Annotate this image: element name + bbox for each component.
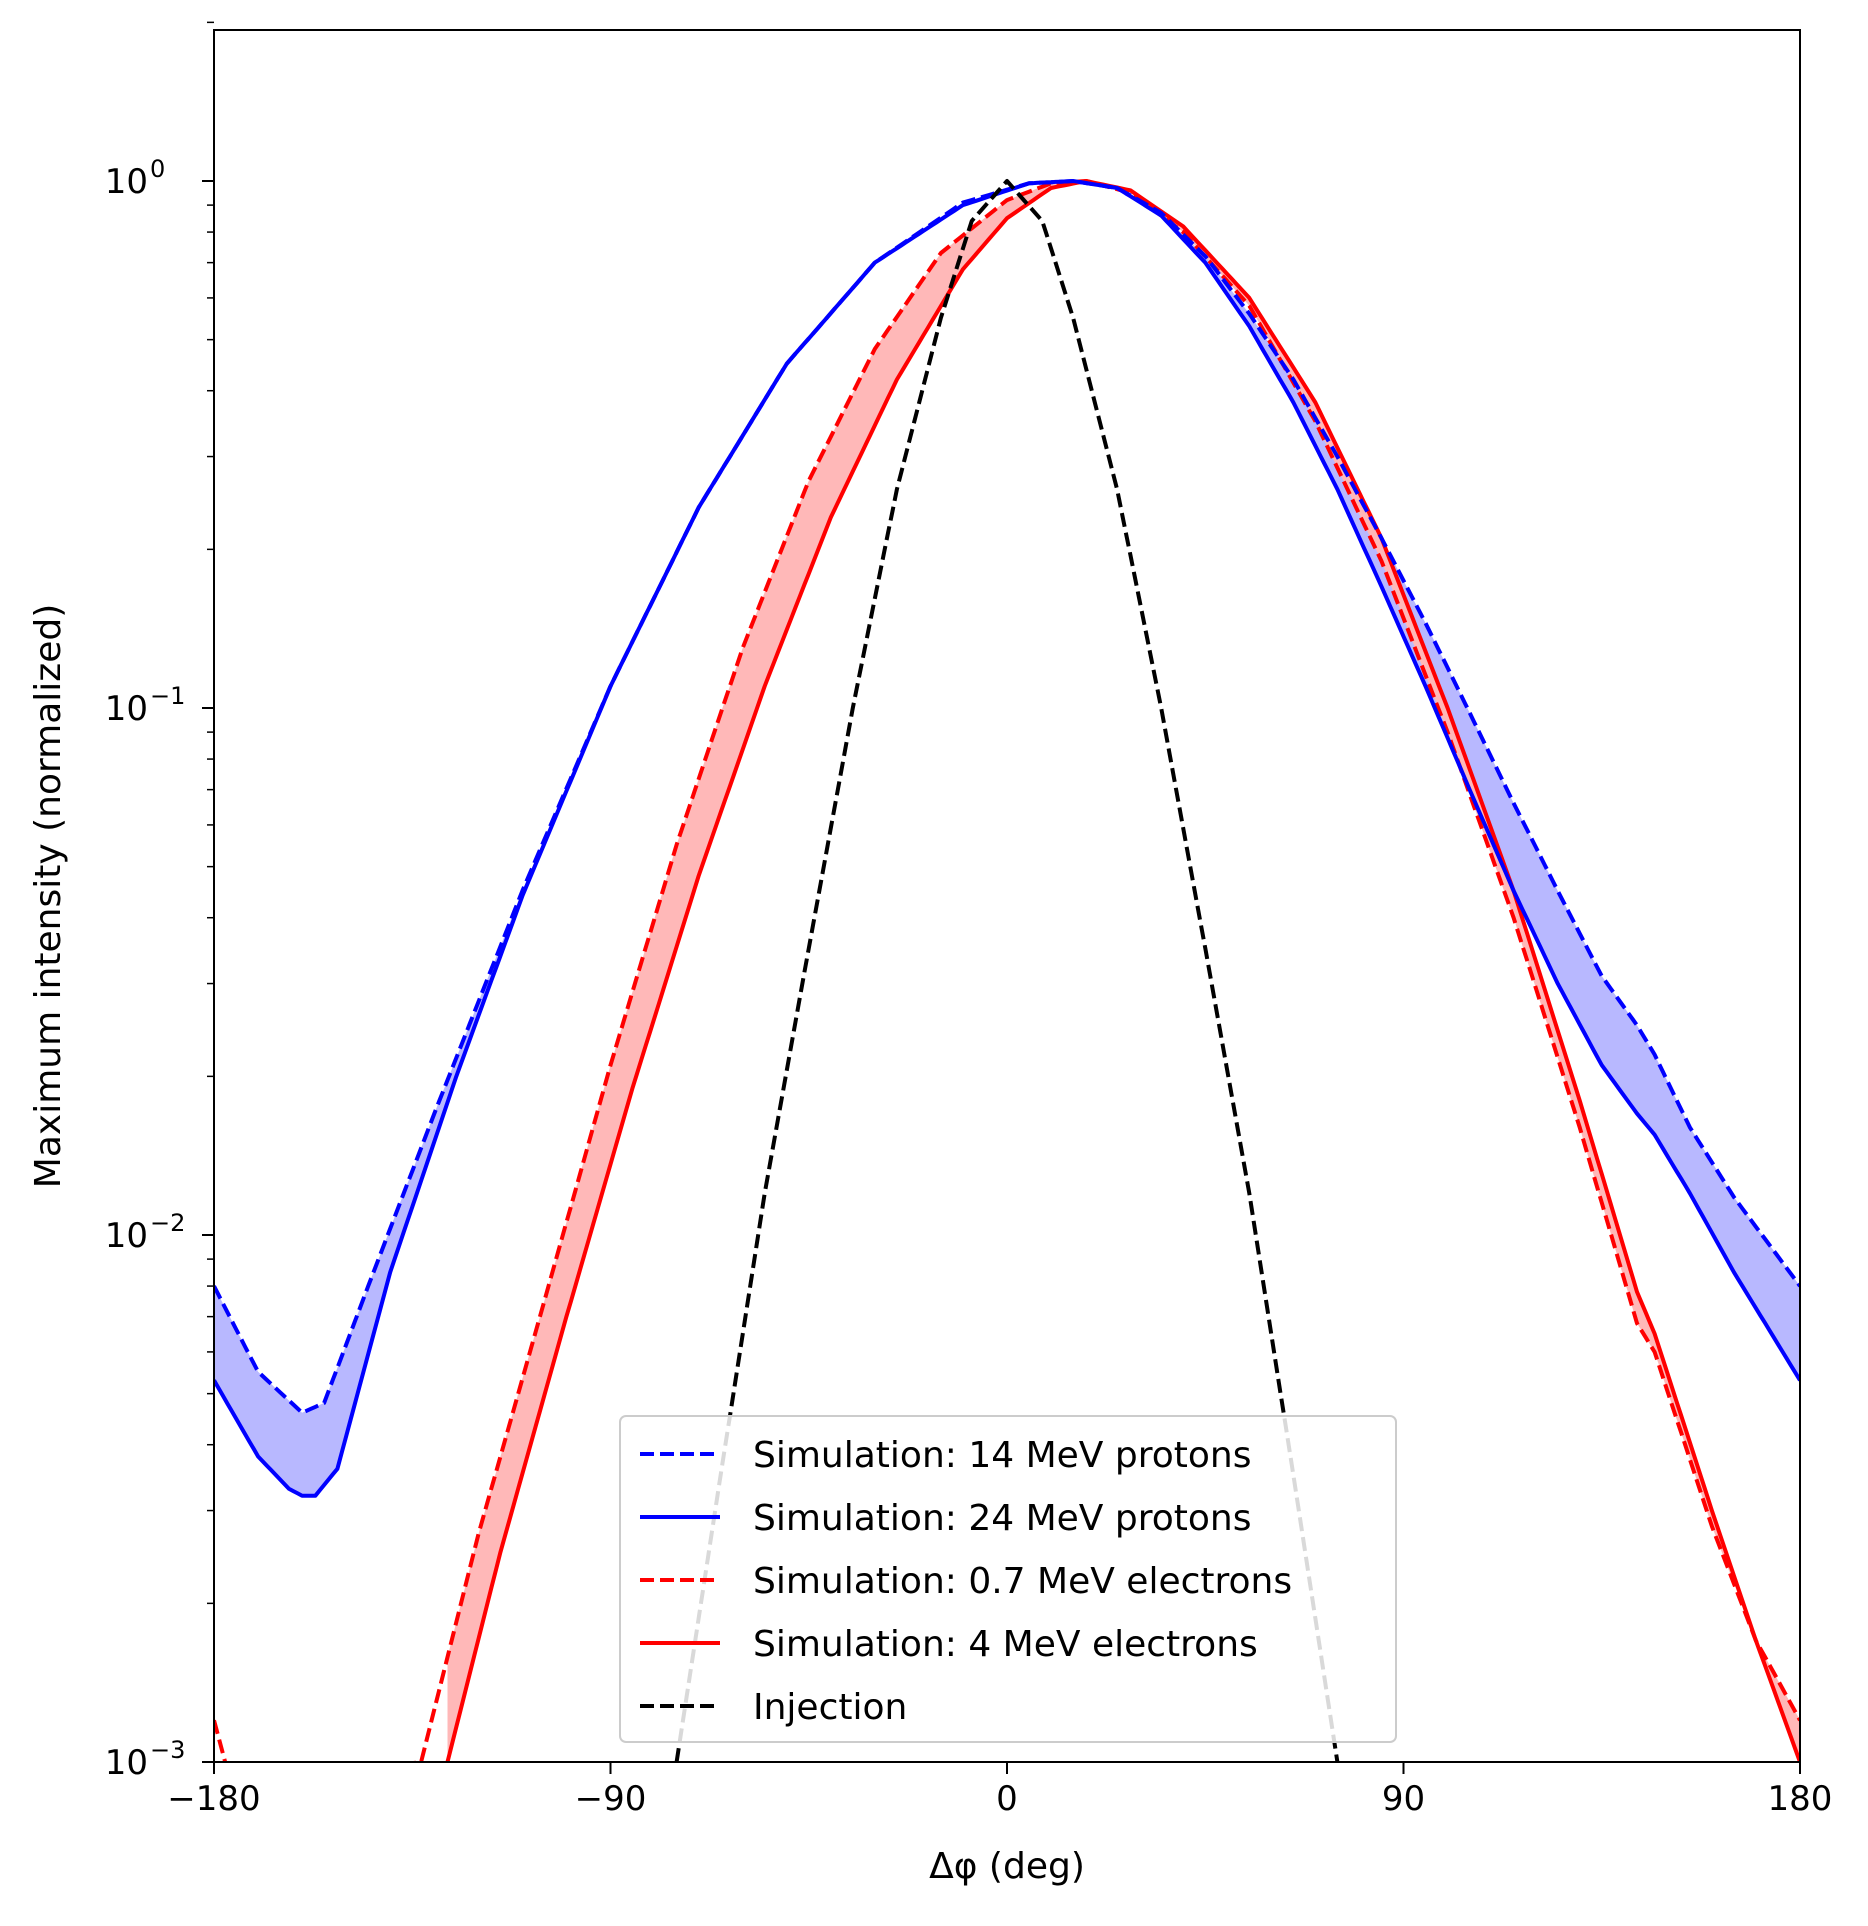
x-tick-label-0: −180	[167, 1779, 260, 1819]
y-tick-exp-1: −1	[150, 682, 185, 710]
y-tick-label-1: 10	[105, 689, 148, 729]
series-line-0	[214, 179, 1800, 1415]
x-tick-label-2: 0	[996, 1779, 1018, 1819]
y-tick-exp-0: 0	[150, 155, 165, 183]
legend-box	[619, 1415, 1397, 1743]
legend-label-3: Simulation: 4 MeV electrons	[753, 1624, 1258, 1665]
series-line-2	[214, 179, 1800, 1762]
series-line-4	[674, 179, 1340, 1762]
legend: Simulation: 14 MeV protons Simulation: 24…	[619, 1415, 1397, 1743]
legend-label-0: Simulation: 14 MeV protons	[753, 1435, 1251, 1476]
y-tick-label-0: 10	[105, 162, 148, 202]
y-tick-label-2: 10	[105, 1216, 148, 1256]
y-tick-exp-2: −2	[150, 1209, 185, 1237]
x-tick-label-3: 90	[1382, 1779, 1425, 1819]
x-tick-label-4: 180	[1768, 1779, 1833, 1819]
legend-label-4: Injection	[753, 1687, 907, 1728]
legend-label-2: Simulation: 0.7 MeV electrons	[753, 1561, 1292, 1602]
legend-label-1: Simulation: 24 MeV protons	[753, 1498, 1251, 1539]
uncertainty-bands	[214, 181, 1800, 1762]
band-1	[447, 181, 1800, 1762]
series-lines	[214, 179, 1800, 1762]
x-axis-label: Δφ (deg)	[929, 1846, 1085, 1887]
x-tick-label-1: −90	[575, 1779, 647, 1819]
y-tick-label-3: 10	[105, 1743, 148, 1783]
y-tick-exp-3: −3	[150, 1736, 185, 1764]
y-axis-label: Maximum intensity (normalized)	[28, 604, 69, 1188]
